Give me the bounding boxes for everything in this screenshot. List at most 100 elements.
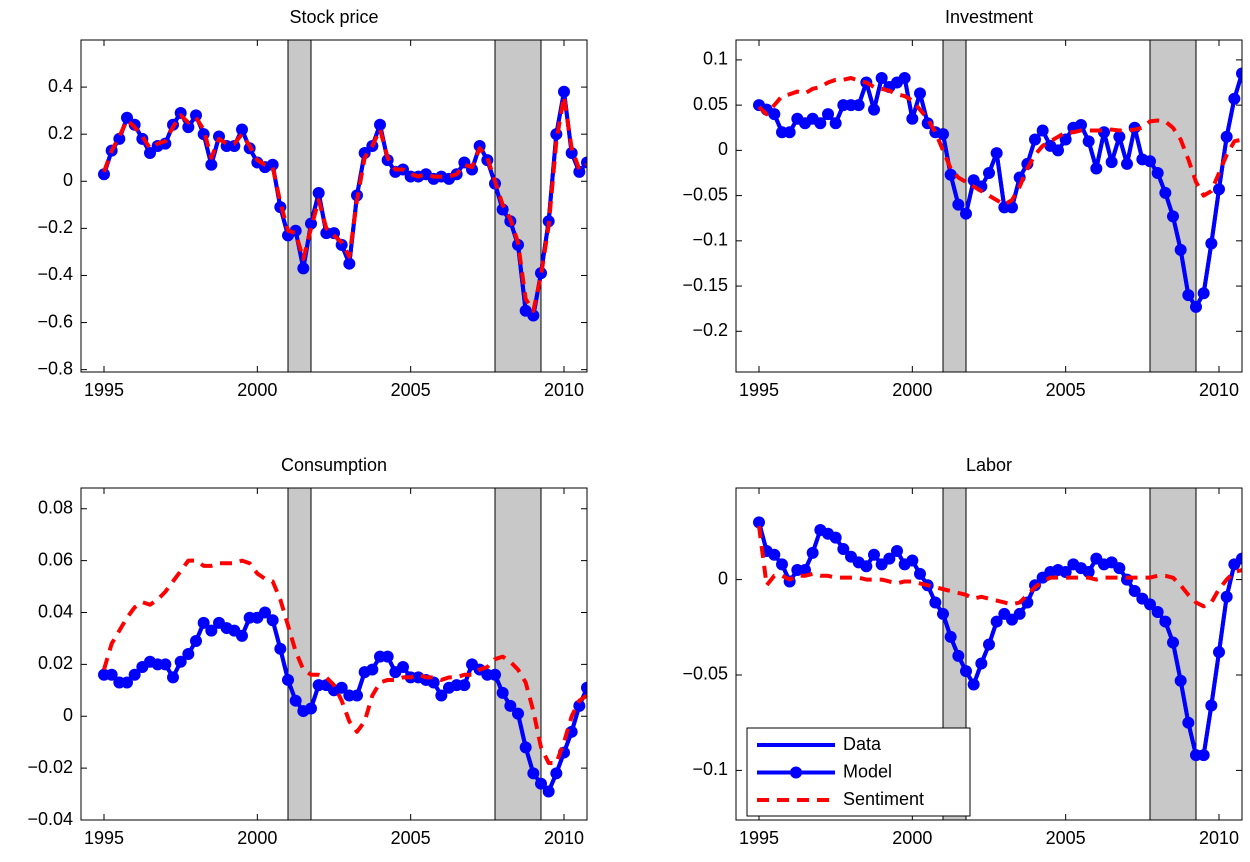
y-tick-label: −0.6 — [37, 311, 73, 331]
subplot: Consumption 1995 2000 2005 2010 −0.04 −0.02 0 0.… — [27, 455, 588, 848]
x-tick-label: 2005 — [391, 828, 431, 848]
recession-band — [494, 487, 542, 821]
series-marker — [914, 87, 926, 100]
series-marker — [906, 554, 919, 567]
series-marker — [1151, 166, 1164, 179]
series-line — [757, 72, 1242, 309]
series-marker — [776, 558, 788, 571]
series-marker — [952, 198, 965, 211]
y-tick-label: −0.02 — [27, 757, 73, 777]
series-marker — [297, 262, 310, 275]
series-marker — [914, 567, 926, 580]
series-marker — [527, 767, 540, 780]
series-marker — [266, 614, 279, 627]
series-marker — [944, 630, 957, 643]
series-marker — [1159, 186, 1172, 199]
legend-label: Data — [843, 734, 882, 754]
x-tick-label: 1995 — [84, 380, 124, 400]
series-marker — [565, 725, 578, 738]
series-marker — [435, 689, 448, 702]
series-marker — [527, 309, 540, 322]
series-marker — [174, 655, 187, 668]
y-tick-label: −0.05 — [682, 664, 728, 684]
series-marker — [891, 544, 903, 557]
y-tick-label: 0 — [63, 170, 73, 190]
series-marker — [573, 699, 586, 712]
series-marker — [190, 635, 202, 648]
plot-area — [98, 85, 587, 322]
series-marker — [952, 649, 965, 662]
series-marker — [1013, 607, 1026, 620]
x-tick-label: 2005 — [1046, 380, 1086, 400]
y-tick-label: −0.05 — [682, 184, 728, 204]
x-tick-label: 2000 — [237, 828, 277, 848]
series-marker — [305, 217, 317, 230]
series-marker — [1113, 562, 1126, 575]
series-marker — [837, 543, 850, 556]
x-tick-label: 2000 — [892, 380, 932, 400]
y-tick-label: −0.4 — [37, 264, 73, 284]
series-marker — [1213, 646, 1225, 659]
series-line — [757, 525, 1242, 609]
recession-band — [1149, 487, 1197, 821]
series-marker — [1059, 133, 1072, 146]
series-marker — [1236, 67, 1242, 80]
x-tick-label: 1995 — [84, 828, 124, 848]
y-tick-label: −0.1 — [692, 230, 728, 250]
series-marker — [868, 103, 880, 116]
series-marker — [205, 624, 218, 637]
legend: Data Model Sentiment — [746, 727, 971, 817]
series-marker — [190, 109, 202, 122]
series-marker — [458, 679, 471, 692]
axes-frame — [735, 487, 1243, 821]
series-marker — [944, 168, 957, 181]
series-marker — [266, 158, 279, 171]
subplot: Stock price 1995 2000 2005 2010 −0.8 −0.6 −0.4 −… — [37, 7, 588, 400]
series-marker — [906, 112, 919, 125]
axes-frame — [735, 39, 1243, 373]
series-marker — [128, 668, 141, 681]
series-marker — [351, 689, 363, 702]
series-marker — [967, 678, 980, 691]
series-marker — [374, 118, 386, 131]
series-marker — [542, 785, 555, 798]
series-marker — [1167, 636, 1179, 649]
series-marker — [822, 108, 834, 121]
series-marker — [1220, 590, 1233, 603]
y-tick-label: 0 — [718, 139, 728, 159]
series-marker — [768, 108, 781, 121]
y-tick-label: −0.04 — [27, 809, 73, 829]
y-tick-label: 0.04 — [38, 601, 73, 621]
series-marker — [975, 657, 988, 670]
x-tick-label: 1995 — [739, 828, 779, 848]
series-marker — [535, 777, 547, 790]
series-marker — [1174, 243, 1187, 256]
series-marker — [868, 548, 880, 561]
series-marker — [182, 121, 195, 134]
x-tick-label: 2010 — [544, 828, 584, 848]
series-marker — [1113, 130, 1126, 143]
series-marker — [1236, 552, 1242, 565]
plot-area — [753, 516, 1242, 762]
series-marker — [121, 676, 133, 689]
plot-area — [753, 67, 1242, 313]
series-marker — [1144, 155, 1156, 168]
series-marker — [983, 638, 995, 651]
series-marker — [289, 694, 302, 707]
series-marker — [197, 616, 210, 629]
subplot-title: Labor — [966, 455, 1012, 475]
series-marker — [768, 548, 781, 561]
series-marker — [535, 267, 547, 280]
y-tick-label: −0.8 — [37, 358, 73, 378]
series-marker — [343, 257, 356, 270]
series-marker — [783, 126, 796, 139]
series-marker — [98, 168, 110, 181]
series-marker — [814, 117, 827, 130]
subplot: Investment 1995 2000 2005 2010 −0.2 −0.15 −0.1 −… — [682, 7, 1243, 400]
series-marker — [1128, 585, 1141, 598]
series-marker — [1197, 749, 1210, 762]
series-marker — [983, 166, 995, 179]
legend-label: Sentiment — [843, 789, 924, 809]
series-marker — [1190, 300, 1202, 313]
y-tick-label: 0.05 — [693, 94, 728, 114]
